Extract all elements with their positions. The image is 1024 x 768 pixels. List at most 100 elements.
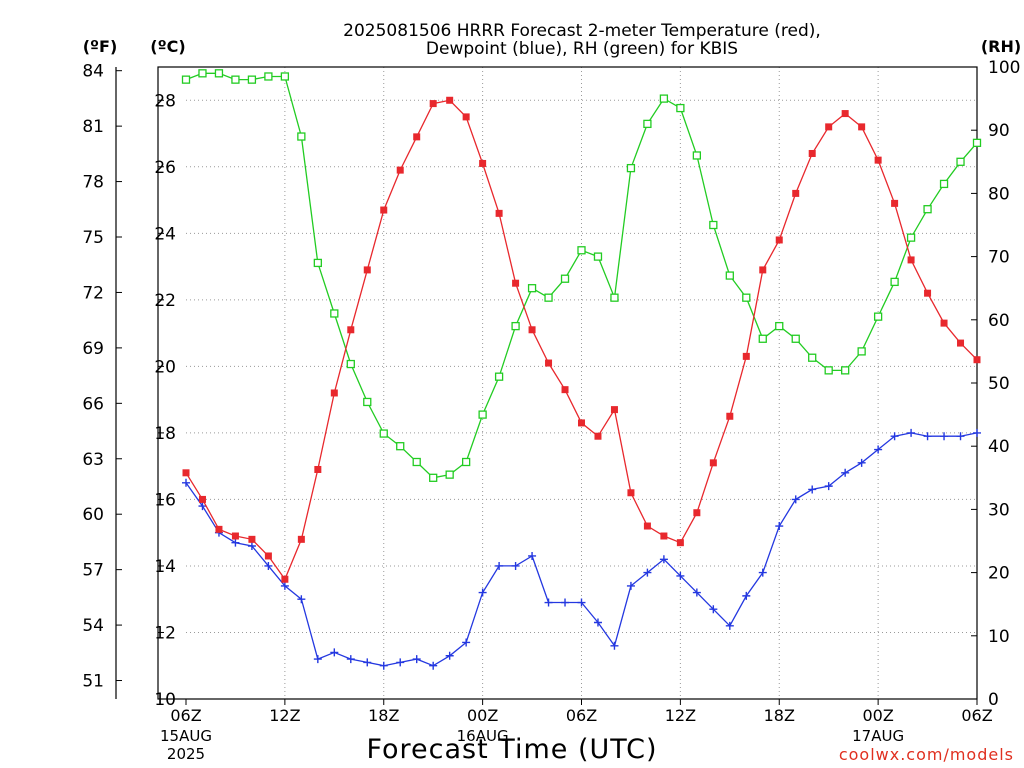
dewpoint-point [379, 661, 388, 670]
temperature-point [676, 539, 684, 547]
temperature-point [693, 509, 701, 517]
rh-point [841, 366, 850, 375]
dewpoint-point [396, 658, 405, 667]
x-date-label: 16AUG [457, 727, 509, 745]
temperature-point [248, 535, 256, 543]
fahrenheit-tick-label: 81 [82, 117, 104, 137]
fahrenheit-tick-label: 57 [82, 561, 104, 581]
rh-point [297, 132, 306, 141]
temperature-point [297, 535, 305, 543]
dewpoint-point [330, 648, 339, 657]
dewpoint-point [544, 598, 553, 607]
temperature-point [281, 575, 289, 583]
temperature-point [528, 326, 536, 334]
temperature-point [808, 149, 816, 157]
rh-point [181, 75, 191, 84]
x-year-label: 2025 [167, 745, 205, 763]
rh-tick-label: 80 [988, 184, 1010, 204]
rh-tick-label: 10 [988, 627, 1010, 647]
x-tick-label: 00Z [862, 706, 893, 725]
temperature-point [363, 266, 371, 274]
temperature-point [891, 199, 899, 207]
rh-tick-label: 70 [988, 248, 1010, 268]
rh-point [247, 75, 257, 84]
dewpoint-point [297, 595, 306, 604]
dewpoint-point [313, 655, 322, 664]
rh-point [709, 220, 718, 230]
rh-point [478, 410, 487, 419]
dewpoint-point [280, 581, 289, 590]
temperature-point [182, 469, 190, 477]
temperature-point [347, 326, 355, 334]
rh-point [873, 312, 883, 321]
x-axis-label: Forecast Time (UTC) [366, 734, 657, 765]
chart-title-line-2: Dewpoint (blue), RH (green) for KBIS [426, 39, 738, 59]
x-tick-label: 06Z [566, 706, 597, 725]
rh-point [511, 321, 520, 331]
rh-point [346, 359, 355, 369]
rh-point [742, 293, 751, 302]
dewpoint-point [610, 641, 619, 650]
rh-point [824, 366, 833, 375]
fahrenheit-tick-label: 63 [82, 450, 104, 470]
rh-tick-label: 60 [988, 311, 1010, 331]
temperature-point [858, 123, 866, 131]
rh-point [330, 309, 339, 318]
rh-point [445, 470, 454, 479]
celsius-tick-label: 16 [154, 490, 176, 510]
rh-point [775, 321, 784, 331]
temperature-point [841, 110, 849, 118]
temperature-point [545, 359, 553, 367]
rh-point [494, 372, 504, 381]
rh-tick-label: 30 [988, 500, 1010, 520]
rh-point [676, 103, 685, 113]
dewpoint-point [577, 598, 586, 607]
dewpoint-point [775, 522, 784, 531]
rh-point [692, 151, 702, 160]
dewpoint-point [626, 581, 635, 590]
celsius-tick-label: 20 [154, 357, 176, 377]
rh-point [544, 293, 553, 302]
temperature-point [198, 495, 206, 503]
celsius-tick-label: 22 [154, 291, 176, 311]
dewpoint-point [182, 478, 190, 487]
rh-tick-label: 40 [988, 437, 1010, 457]
dewpoint-point [890, 432, 899, 441]
dewpoint-point [478, 588, 487, 597]
x-tick-label: 06Z [961, 706, 992, 725]
rh-tick-label: 90 [988, 121, 1010, 141]
fahrenheit-tick-label: 78 [82, 173, 104, 193]
rh-point [560, 274, 570, 283]
dewpoint-point [742, 591, 751, 600]
dewpoint-point [709, 605, 718, 614]
dewpoint-point [495, 561, 504, 570]
temperature-point [660, 532, 668, 540]
rh-point [396, 442, 405, 451]
dewpoint-point [973, 428, 981, 437]
celsius-tick-label: 10 [154, 690, 176, 710]
dewpoint-point [725, 621, 734, 630]
dewpoint-point [264, 561, 273, 570]
rh-point [214, 69, 224, 78]
x-tick-label: 12Z [269, 706, 300, 725]
rh-point [527, 284, 537, 293]
rh-point [593, 252, 603, 261]
temperature-point [314, 465, 322, 473]
dewpoint-point [791, 495, 800, 504]
dewpoint-point [907, 428, 916, 437]
rh-point [808, 353, 817, 362]
dewpoint-point [857, 458, 866, 467]
temperature-point [413, 133, 421, 141]
temperature-point [957, 339, 965, 347]
fahrenheit-tick-label: 84 [82, 62, 104, 82]
dewpoint-point [247, 541, 256, 550]
x-tick-label: 00Z [467, 706, 498, 725]
temperature-point [907, 256, 915, 264]
dewpoint-point [561, 598, 570, 607]
temperature-point [924, 289, 932, 297]
celsius-tick-label: 28 [154, 91, 176, 111]
dewpoint-point [841, 468, 850, 477]
rh-point [758, 334, 767, 343]
series-layer [181, 69, 982, 670]
